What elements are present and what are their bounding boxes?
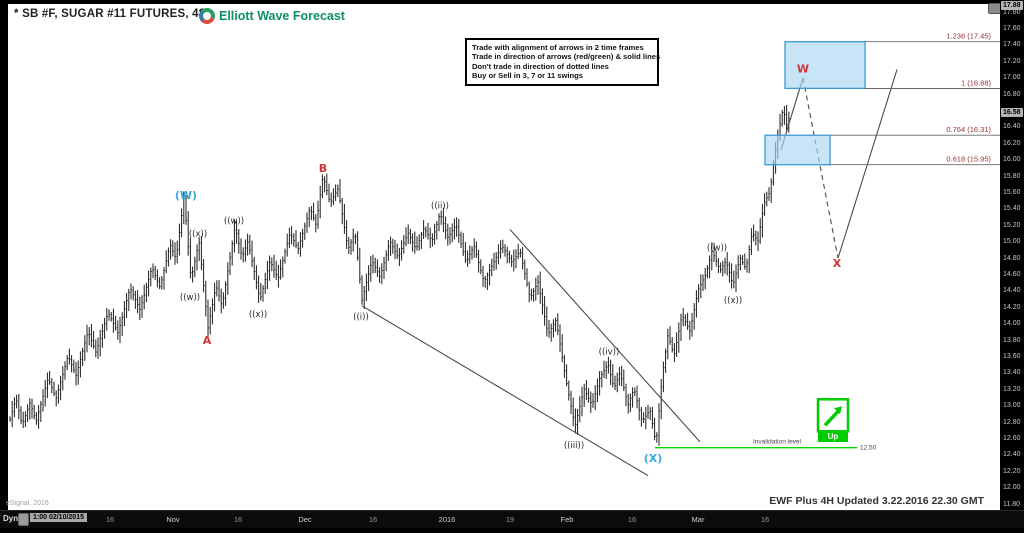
price-axis-tick: 13.00 <box>1003 402 1021 410</box>
fib-level-label: 0.618 (15.95) <box>946 155 991 164</box>
fib-level-label: 1.236 (17.45) <box>946 32 991 41</box>
note-line: Buy or Sell in 3, 7 or 11 swings <box>472 71 583 81</box>
price-axis-tick: 14.40 <box>1003 287 1021 295</box>
price-axis-tick: 12.60 <box>1003 434 1021 442</box>
wave-label[interactable]: ((x)) <box>724 296 742 306</box>
price-axis-tick: 14.20 <box>1003 303 1021 311</box>
time-axis-tick: 16 <box>368 515 378 524</box>
price-axis-tick: 13.60 <box>1003 352 1021 360</box>
price-axis-tick: 12.40 <box>1003 451 1021 459</box>
wave-label[interactable]: ((w)) <box>224 217 244 227</box>
price-axis-tick: 17.20 <box>1003 57 1021 65</box>
price-axis-tick: 15.20 <box>1003 221 1021 229</box>
time-axis-tick: 16 <box>760 515 770 524</box>
wave-label[interactable]: ((w)) <box>707 244 727 254</box>
fib-level-label: 1 (16.88) <box>961 78 992 87</box>
wave-label[interactable]: ((iii)) <box>564 441 584 451</box>
price-axis-tick: 13.80 <box>1003 336 1021 344</box>
wave-label[interactable]: ((iv)) <box>599 348 620 358</box>
wave-label[interactable]: A <box>203 334 212 347</box>
wave-label[interactable]: ((i)) <box>353 312 369 322</box>
price-axis-tick: 14.80 <box>1003 254 1021 262</box>
wave-label[interactable]: ((ii)) <box>431 202 449 212</box>
time-axis-tick: 2016 <box>438 515 456 524</box>
price-axis-tick: 11.80 <box>1003 500 1020 508</box>
price-axis-tick: 14.60 <box>1003 270 1021 278</box>
note-line: Don't trade in direction of dotted lines <box>472 61 609 71</box>
fib-level-label: 0.764 (16.31) <box>946 125 991 134</box>
wave-label[interactable]: ((w)) <box>180 293 200 303</box>
price-axis-tick: 17.60 <box>1003 24 1021 32</box>
price-axis-tick: 16.00 <box>1003 156 1021 164</box>
wave-label[interactable]: ((x)) <box>249 310 267 320</box>
symbol-title: * SB #F, SUGAR #11 FUTURES, 48 <box>14 8 206 20</box>
dyn-mode-button[interactable]: Dyn <box>3 514 19 523</box>
time-axis-tick: 19 <box>505 515 515 524</box>
price-axis-tick: 16.80 <box>1003 90 1021 98</box>
ewf-logo-icon <box>199 8 215 24</box>
time-axis-tick: 16 <box>627 515 637 524</box>
up-signal-label[interactable]: Up <box>818 431 848 442</box>
time-axis-bar: Dyn 1:00 02/10/2015 16 Nov 16 Dec 16 2016 19 Fe… <box>0 510 1024 528</box>
time-axis-tick: Feb <box>560 515 574 524</box>
lock-icon[interactable] <box>18 513 29 526</box>
trading-rules-note: Trade with alignment of arrows in 2 time… <box>465 38 661 86</box>
price-axis-tick: 15.60 <box>1003 188 1021 196</box>
time-axis-tick: 16 <box>105 515 115 524</box>
time-axis-tick: Nov <box>166 515 180 524</box>
dotted-trend-line[interactable] <box>802 77 839 259</box>
wave-label[interactable]: W <box>797 63 809 76</box>
esignal-watermark: eSignal, 2016 <box>6 500 49 507</box>
price-marker: 16.58 <box>1001 108 1023 118</box>
price-axis-tick: 15.80 <box>1003 172 1021 180</box>
wave-label[interactable]: (X) <box>644 452 663 465</box>
price-axis-tick: 16.20 <box>1003 139 1021 147</box>
wave-label[interactable]: B <box>319 162 327 175</box>
time-axis-tick: 16 <box>233 515 243 524</box>
price-axis-tick: 14.00 <box>1003 320 1021 328</box>
wave-label[interactable]: X <box>833 257 842 270</box>
price-marker: 17.88 <box>1001 1 1023 11</box>
price-axis-tick: 15.40 <box>1003 205 1021 213</box>
note-line: Trade with alignment of arrows in 2 time… <box>472 43 644 52</box>
wave-label[interactable]: ((x)) <box>189 230 207 240</box>
invalidation-price: 12.50 <box>860 445 877 452</box>
price-axis-tick: 17.80 <box>1003 8 1021 16</box>
blue-target-box[interactable] <box>784 41 866 90</box>
wave-label[interactable]: (W) <box>175 189 197 202</box>
brand-name: Elliott Wave Forecast <box>219 9 345 23</box>
up-right-arrow-icon <box>823 409 841 427</box>
invalidation-label: Invalidation level <box>753 439 802 446</box>
cursor-timestamp[interactable]: 1:00 02/10/2015 <box>30 513 87 522</box>
trend-line[interactable] <box>361 305 649 477</box>
update-note: EWF Plus 4H Updated 3.22.2016 22.30 GMT <box>769 495 984 507</box>
price-axis[interactable]: 17.80 17.60 17.40 17.20 17.00 16.80 16.40 16.20… <box>1000 0 1024 533</box>
trend-line[interactable] <box>837 69 898 259</box>
trend-line[interactable] <box>509 229 701 443</box>
time-axis-tick: Mar <box>691 515 705 524</box>
price-axis-tick: 12.20 <box>1003 467 1021 475</box>
note-line: Trade in direction of arrows (red/green)… <box>472 52 661 62</box>
price-axis-tick: 16.40 <box>1003 123 1021 131</box>
price-axis-tick: 13.20 <box>1003 385 1021 393</box>
price-axis-tick: 12.80 <box>1003 418 1021 426</box>
price-axis-tick: 13.40 <box>1003 369 1021 377</box>
price-axis-tick: 15.00 <box>1003 238 1021 246</box>
price-axis-tick: 12.00 <box>1003 484 1021 492</box>
price-axis-tick: 17.40 <box>1003 41 1021 49</box>
blue-target-box[interactable] <box>764 134 831 166</box>
time-axis-tick: Dec <box>298 515 312 524</box>
price-axis-tick: 17.00 <box>1003 74 1021 82</box>
